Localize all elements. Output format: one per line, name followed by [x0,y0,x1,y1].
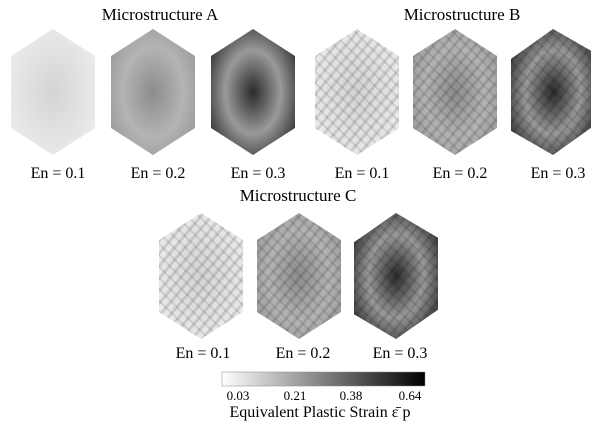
panel-label: En = 0.1 [335,165,390,182]
panel [111,29,195,155]
panel-label: En = 0.3 [373,345,428,362]
colorbar-tick: 0.64 [399,388,422,403]
group-title: Microstructure C [240,186,357,205]
colorbar [222,372,425,386]
panel [159,213,243,339]
panel [413,29,497,155]
panel [211,29,295,155]
panel-label: En = 0.2 [131,165,186,182]
group-title: Microstructure B [404,5,521,24]
panel [257,213,341,339]
panel-label: En = 0.3 [531,165,586,182]
group-title: Microstructure A [102,5,219,24]
panel [11,29,95,155]
panel-label: En = 0.1 [31,165,86,182]
panel-label: En = 0.2 [276,345,331,362]
panel-label: En = 0.2 [433,165,488,182]
colorbar-tick: 0.21 [284,388,307,403]
panel-label: En = 0.1 [176,345,231,362]
panel [354,211,438,341]
colorbar-label: Equivalent Plastic Strain ε̄ p [230,404,411,421]
colorbar-tick: 0.38 [340,388,363,403]
panel [315,29,399,155]
panel-label: En = 0.3 [231,165,286,182]
panel [511,26,591,158]
colorbar-tick: 0.03 [227,388,250,403]
figure: Microstructure A En = 0.1 En = 0.2 En = … [0,0,591,427]
